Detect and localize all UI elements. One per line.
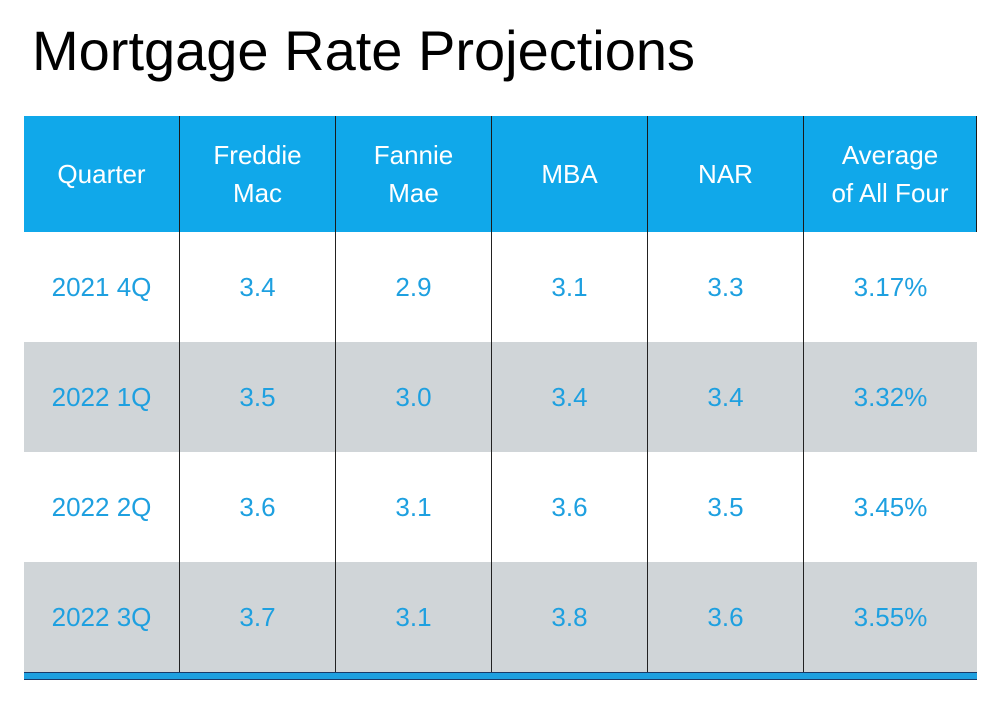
- table-cell-quarter: 2022 3Q: [24, 562, 180, 672]
- table-cell-quarter: 2022 1Q: [24, 342, 180, 452]
- table-cell-nar: 3.6: [648, 562, 804, 672]
- table-cell-quarter: 2022 2Q: [24, 452, 180, 562]
- table-cell-freddie-mac: 3.6: [180, 452, 336, 562]
- table-cell-mba: 3.8: [492, 562, 648, 672]
- table-cell-mba: 3.4: [492, 342, 648, 452]
- column-header-quarter: Quarter: [24, 116, 180, 232]
- table-row: 2022 2Q 3.6 3.1 3.6 3.5 3.45%: [24, 452, 977, 562]
- column-header-label: MBA: [541, 159, 598, 189]
- column-header-label: Average of All Four: [831, 140, 949, 208]
- table-cell-quarter: 2021 4Q: [24, 232, 180, 342]
- table-cell-average: 3.17%: [853, 272, 928, 302]
- table-cell-freddie-mac: 3.7: [180, 562, 336, 672]
- table-cell-fannie-mae: 3.1: [336, 452, 492, 562]
- column-header-label: NAR: [698, 159, 753, 189]
- table-cell-fannie-mae: 3.1: [336, 562, 492, 672]
- column-header-label: Quarter: [57, 159, 146, 189]
- table-cell-average: 3.32%: [853, 382, 928, 412]
- table-row: 2021 4Q 3.4 2.9 3.1 3.3 3.17%: [24, 232, 977, 342]
- column-header-nar: NAR: [648, 116, 804, 232]
- column-header-fannie-mae: Fannie Mae: [336, 116, 492, 232]
- table-row: 2022 3Q 3.7 3.1 3.8 3.6 3.55%: [24, 562, 977, 672]
- column-header-average: Average of All Four: [804, 116, 977, 232]
- table-cell-mba: 3.6: [492, 452, 648, 562]
- column-header-freddie-mac: Freddie Mac: [180, 116, 336, 232]
- page-title: Mortgage Rate Projections: [32, 19, 696, 82]
- table-cell-freddie-mac: 3.5: [180, 342, 336, 452]
- column-header-label: Freddie Mac: [213, 140, 302, 208]
- column-header-label: Fannie Mae: [373, 140, 454, 208]
- table-bottom-bar: [24, 672, 977, 680]
- column-header-mba: MBA: [492, 116, 648, 232]
- table-cell-mba: 3.1: [492, 232, 648, 342]
- table-cell-nar: 3.4: [648, 342, 804, 452]
- table-cell-fannie-mae: 2.9: [336, 232, 492, 342]
- table-cell-average: 3.45%: [853, 492, 928, 522]
- table-cell-fannie-mae: 3.0: [336, 342, 492, 452]
- table-cell-nar: 3.5: [648, 452, 804, 562]
- table-cell-average: 3.55%: [853, 602, 928, 632]
- table-row: 2022 1Q 3.5 3.0 3.4 3.4 3.32%: [24, 342, 977, 452]
- table-cell-freddie-mac: 3.4: [180, 232, 336, 342]
- table-cell-nar: 3.3: [648, 232, 804, 342]
- table-header-row: Quarter Freddie Mac Fannie Mae MBA NAR A…: [24, 116, 977, 232]
- projections-table: Quarter Freddie Mac Fannie Mae MBA NAR A…: [24, 116, 977, 672]
